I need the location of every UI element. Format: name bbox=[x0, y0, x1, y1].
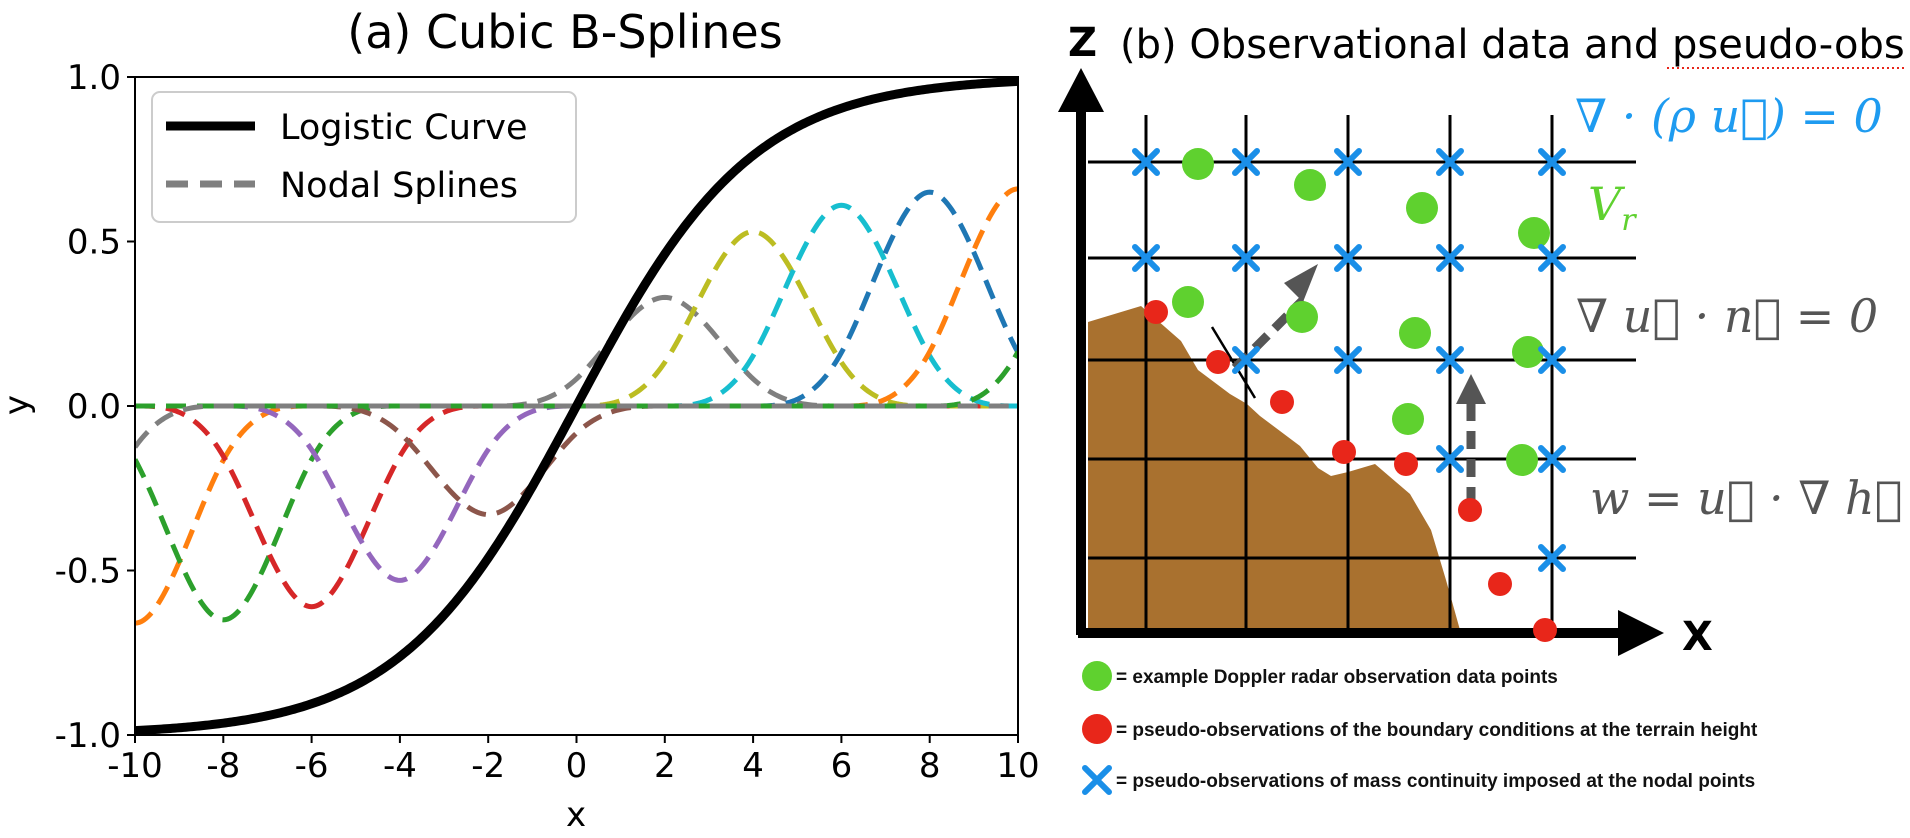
nodal-grid bbox=[1088, 115, 1636, 632]
nodal-x-mark bbox=[1436, 148, 1464, 176]
legend-logistic-label: Logistic Curve bbox=[280, 108, 528, 148]
chart-title: (a) Cubic B-Splines bbox=[347, 5, 782, 59]
boundary-point bbox=[1394, 452, 1418, 476]
boundary-condition-equation: ∇ u⃗ · n⃗ = 0 bbox=[1576, 289, 1878, 343]
doppler-points bbox=[1172, 148, 1550, 476]
x-tick-label: 0 bbox=[566, 746, 588, 786]
y-axis-label: y bbox=[0, 395, 37, 415]
diagram-key: = example Doppler radar observation data… bbox=[1082, 661, 1758, 795]
chart-legend: Logistic Curve Nodal Splines bbox=[151, 91, 577, 223]
terrain-shape bbox=[1088, 306, 1460, 632]
nodal-x-mark bbox=[1132, 148, 1160, 176]
legend-box bbox=[151, 91, 577, 223]
y-tick-label: -1.0 bbox=[55, 716, 121, 756]
nodal-spline-curve bbox=[135, 403, 1018, 626]
logistic-curve bbox=[135, 77, 1018, 735]
observation-diagram-panel: (b) Observational data and pseudo-obs Z … bbox=[1050, 0, 1910, 834]
x-axis-label-right: X bbox=[1682, 614, 1713, 660]
doppler-point bbox=[1294, 169, 1326, 201]
blue-x-icon bbox=[1082, 765, 1112, 795]
mass-continuity-marks bbox=[1132, 148, 1566, 572]
z-axis-arrowhead bbox=[1058, 68, 1104, 112]
nodal-x-mark bbox=[1334, 148, 1362, 176]
nodal-spline-curve bbox=[135, 403, 1018, 583]
x-tick-label: -6 bbox=[295, 746, 329, 786]
key-doppler-text: = example Doppler radar observation data… bbox=[1116, 667, 1558, 688]
boundary-point bbox=[1458, 498, 1482, 522]
axis-ticks: -10 -8 -6 -4 -2 0 2 4 6 8 10 1.0 0.5 0.0 -0.5 -1.0 bbox=[55, 58, 1040, 786]
doppler-point bbox=[1506, 444, 1538, 476]
doppler-point bbox=[1518, 217, 1550, 249]
boundary-pseudo-obs bbox=[1144, 300, 1557, 642]
nodal-x-mark bbox=[1232, 346, 1260, 374]
boundary-point bbox=[1533, 618, 1557, 642]
nodal-x-mark bbox=[1538, 445, 1566, 473]
key-boundary-text: = pseudo-observations of the boundary co… bbox=[1116, 720, 1758, 741]
green-dot-icon bbox=[1082, 661, 1112, 691]
legend-splines-label: Nodal Splines bbox=[280, 166, 518, 206]
boundary-point bbox=[1488, 572, 1512, 596]
nodal-spline-curve bbox=[135, 403, 1018, 518]
doppler-point bbox=[1392, 403, 1424, 435]
x-axis-arrowhead bbox=[1618, 610, 1664, 656]
spline-chart: (a) Cubic B-Splines -10 -8 -6 -4 -2 0 2 4 6 8 10 1.… bbox=[0, 5, 1040, 835]
x-tick-label: 8 bbox=[919, 746, 941, 786]
nodal-x-mark bbox=[1334, 244, 1362, 272]
vertical-velocity-arrowhead bbox=[1456, 374, 1486, 404]
y-tick-label: 0.0 bbox=[67, 387, 121, 427]
y-tick-label: -0.5 bbox=[55, 552, 121, 592]
nodal-x-mark bbox=[1538, 244, 1566, 272]
diagram-axes bbox=[1058, 68, 1664, 656]
nodal-spline-curve bbox=[135, 189, 1018, 409]
diagram-title: (b) Observational data and pseudo-obs bbox=[1120, 22, 1905, 68]
observation-diagram: (b) Observational data and pseudo-obs Z … bbox=[1058, 20, 1905, 795]
nodal-x-mark bbox=[1232, 148, 1260, 176]
doppler-point bbox=[1182, 148, 1214, 180]
doppler-point bbox=[1406, 192, 1438, 224]
doppler-point bbox=[1172, 286, 1204, 318]
red-dot-icon bbox=[1082, 714, 1112, 744]
z-axis-label: Z bbox=[1068, 20, 1097, 66]
boundary-point bbox=[1144, 300, 1168, 324]
nodal-x-mark bbox=[1436, 445, 1464, 473]
nodal-x-mark bbox=[1436, 346, 1464, 374]
x-tick-label: 6 bbox=[831, 746, 853, 786]
nodal-x-mark bbox=[1538, 148, 1566, 176]
nodal-x-mark bbox=[1132, 244, 1160, 272]
x-tick-label: -10 bbox=[107, 746, 163, 786]
y-tick-label: 0.5 bbox=[67, 223, 121, 263]
nodal-x-mark bbox=[1334, 346, 1362, 374]
x-tick-label: -8 bbox=[206, 746, 240, 786]
x-axis-label: x bbox=[566, 795, 586, 834]
y-tick-label: 1.0 bbox=[67, 58, 121, 98]
nodal-x-mark bbox=[1436, 244, 1464, 272]
nodal-x-mark bbox=[1538, 544, 1566, 572]
boundary-point bbox=[1206, 350, 1230, 374]
x-tick-label: 4 bbox=[742, 746, 764, 786]
nodal-spline-curve bbox=[135, 403, 1018, 449]
doppler-point bbox=[1286, 301, 1318, 333]
boundary-point bbox=[1332, 440, 1356, 464]
doppler-point bbox=[1512, 336, 1544, 368]
x-tick-label: 10 bbox=[996, 746, 1039, 786]
x-tick-label: -4 bbox=[383, 746, 417, 786]
boundary-point bbox=[1270, 390, 1294, 414]
surface-normal-line bbox=[1210, 326, 1257, 399]
plot-area bbox=[135, 77, 1018, 735]
nodal-x-mark bbox=[1538, 346, 1566, 374]
wind-vector-arrowhead bbox=[1284, 264, 1318, 302]
spline-chart-panel: (a) Cubic B-Splines -10 -8 -6 -4 -2 0 2 4 6 8 10 1.… bbox=[0, 5, 1040, 835]
x-tick-label: 2 bbox=[654, 746, 676, 786]
radial-velocity-label: Vr bbox=[1588, 177, 1637, 238]
doppler-point bbox=[1399, 317, 1431, 349]
nodal-spline-curve bbox=[135, 294, 1018, 409]
vertical-velocity-equation: w = u⃗ · ∇ h⃗ bbox=[1590, 471, 1902, 525]
nodal-spline-curve bbox=[135, 403, 1018, 623]
x-tick-label: -2 bbox=[471, 746, 505, 786]
key-mass-text: = pseudo-observations of mass continuity… bbox=[1116, 771, 1755, 792]
mass-continuity-equation: ∇ · (ρ u⃗) = 0 bbox=[1575, 89, 1883, 143]
nodal-x-mark bbox=[1232, 244, 1260, 272]
